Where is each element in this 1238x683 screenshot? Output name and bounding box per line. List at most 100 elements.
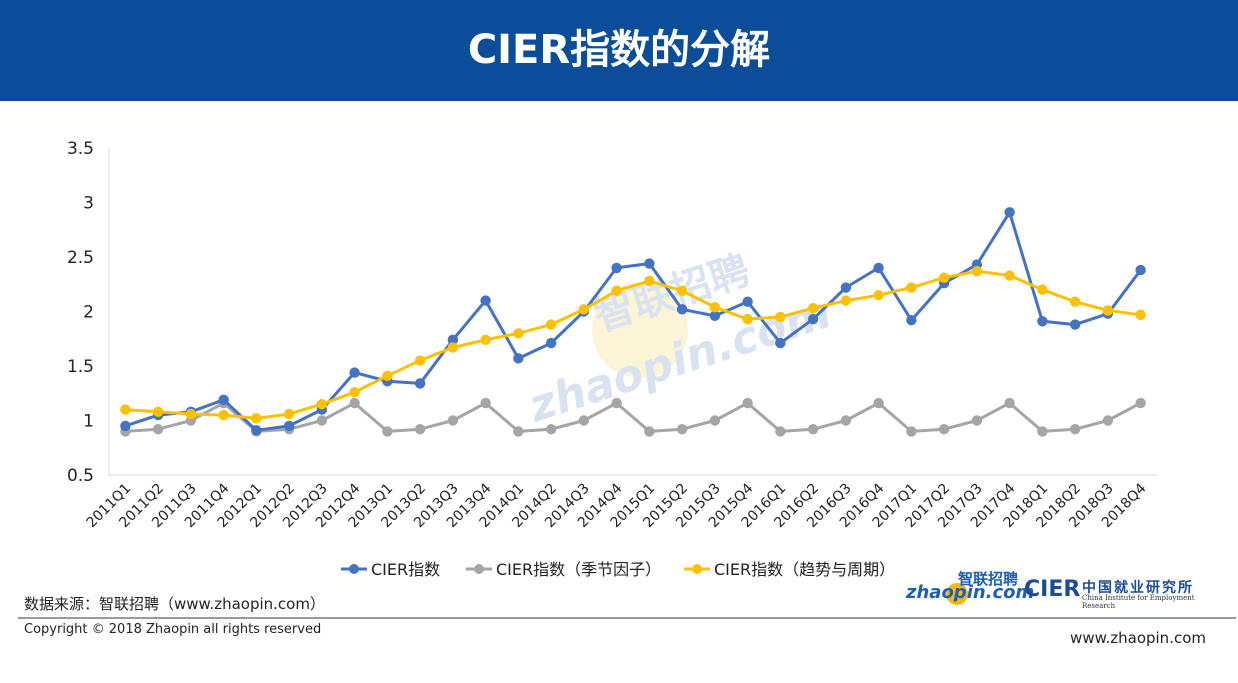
data-point [611,285,622,296]
legend-label: CIER指数（季节因子） [496,560,661,579]
legend-marker [349,564,359,574]
data-point [349,397,360,409]
cier-logo-cn: 中国就业研究所 [1082,580,1194,596]
data-point [742,296,753,307]
data-point [513,426,524,437]
website-link[interactable]: www.zhaopin.com [1070,629,1206,647]
footer-divider [18,617,1236,619]
data-point [709,415,721,426]
cier-logo-en: China Institute for Employment Research [1082,594,1195,610]
legend-label: CIER指数 [371,560,440,579]
data-point [513,328,524,339]
series-line-2 [125,269,1141,420]
data-point [873,262,884,274]
data-point [218,409,229,421]
data-point [513,353,524,364]
data-point [480,334,491,346]
data-point [807,313,819,325]
data-point [906,315,917,326]
data-point [807,424,819,435]
data-point [283,408,295,420]
data-point [906,426,917,437]
data-point [775,426,786,437]
data-point [840,415,852,426]
data-point [545,424,557,435]
data-point [1004,397,1015,409]
data-point [873,397,884,409]
data-point [873,289,884,301]
y-tick-label: 2 [83,303,94,323]
data-point [120,420,131,432]
data-point [611,397,622,409]
data-point [218,394,229,405]
data-point [316,398,328,410]
header-bar: CIER指数的分解 [0,0,1238,101]
zhaopin-logo-text: zhaopin.com [906,582,1035,603]
data-point [414,378,426,389]
data-point [971,415,983,426]
data-point [775,337,786,349]
y-tick-label: 3 [83,194,94,214]
data-point [1004,270,1015,281]
data-point [1069,319,1081,330]
data-point [938,424,950,435]
data-point [480,397,491,409]
page-title: CIER指数的分解 [467,27,771,73]
data-point [251,425,262,436]
data-point [644,275,655,287]
data-point [578,304,590,315]
data-point [1037,426,1048,437]
series-line-0 [124,210,1142,432]
data-point [316,415,328,426]
data-point [414,424,426,435]
data-point [447,334,459,346]
data-point [1135,264,1146,276]
data-point [152,424,164,435]
data-point [349,386,360,398]
cier-logo-name: CIER [1024,577,1081,602]
data-point [1135,397,1146,409]
data-point [840,295,852,306]
data-point [1004,207,1015,218]
data-point [578,415,590,426]
data-point [676,304,688,315]
data-point [1069,296,1081,307]
data-point [938,272,950,283]
data-point [709,310,721,322]
watermark-circle [592,282,688,378]
cier-logo: CIER 中国就业研究所 China Institute for Employm… [1024,577,1214,610]
zhaopin-logo: 智联招聘 zhaopin.com [906,568,1034,606]
data-point [644,258,655,269]
data-point [709,301,721,313]
data-point [1102,415,1114,426]
data-source: 数据来源：智联招聘（www.zhaopin.com） [24,595,325,613]
data-point [742,397,753,409]
zhaopin-logo-cn: 智联招聘 [957,570,1018,588]
y-tick-label: 1.5 [67,357,94,377]
data-point [545,337,557,349]
legend-marker [692,564,702,574]
data-point [382,370,393,382]
data-point [185,408,197,420]
data-point [644,426,655,437]
data-point [152,406,164,417]
data-point [1069,424,1081,435]
y-tick-label: 0.5 [67,466,94,486]
y-tick-label: 2.5 [67,248,94,268]
data-point [1135,309,1146,320]
data-point [906,282,917,293]
data-point [120,404,131,415]
series-line-1 [125,401,1142,433]
y-tick-label: 3.5 [67,139,94,159]
data-point [283,420,295,432]
data-point [742,313,753,325]
data-point [545,319,557,330]
data-point [676,285,688,296]
data-point [840,282,852,293]
watermark-logo: 智联招聘 zhaopin.com [522,247,837,432]
data-point [1102,305,1114,316]
data-point [251,413,262,424]
data-point [807,303,819,314]
legend-marker [474,564,484,574]
data-point [447,342,459,353]
